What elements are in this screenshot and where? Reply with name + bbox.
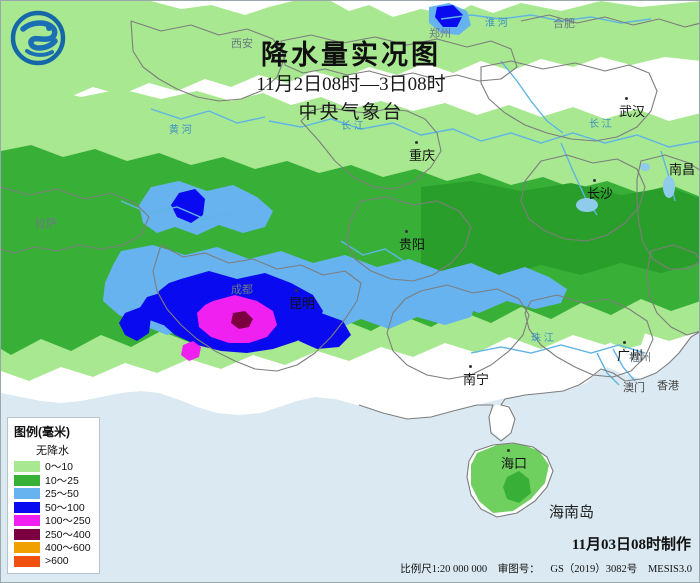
map-scale: 比例尺1:20 000 000 — [400, 564, 488, 575]
production-time: 11月03日08时制作 — [571, 537, 691, 553]
legend-swatch-10-25 — [14, 474, 40, 486]
legend-swatch-0-10 — [14, 461, 40, 473]
legend-title: 图例(毫米) — [14, 425, 70, 439]
legend-item: >600 — [14, 555, 94, 569]
legend-swatch-250-400 — [14, 528, 40, 540]
city-dot-changsha — [593, 179, 596, 182]
legend-item: 0～10 — [14, 460, 94, 474]
legend-label-25-50: 25～50 — [45, 488, 79, 501]
approval-label: 审图号： — [497, 564, 540, 575]
legend-item: 100～250 — [14, 514, 94, 528]
legend-label-gt600: >600 — [45, 555, 69, 568]
legend-panel: 图例(毫米) 无降水 0～10 10～25 25～50 50～100 100～2… — [7, 417, 100, 574]
approval-number: GS（2019）3082号 — [550, 564, 638, 575]
legend-label-400-600: 400～600 — [45, 542, 91, 555]
legend-label-50-100: 50～100 — [45, 501, 85, 514]
legend-item: 10～25 — [14, 474, 94, 488]
legend-label-250-400: 250～400 — [45, 528, 91, 541]
city-dot-nanning — [469, 365, 472, 368]
city-dot-chongqing — [415, 141, 418, 144]
legend-label-10-25: 10～25 — [45, 474, 79, 487]
legend-label-0-10: 0～10 — [45, 461, 74, 474]
city-dot-guiyang — [405, 230, 408, 233]
legend-swatch-100-250 — [14, 515, 40, 527]
legend-item: 25～50 — [14, 487, 94, 501]
legend-no-precipitation-label: 无降水 — [36, 445, 69, 457]
legend-item: 50～100 — [14, 501, 94, 515]
legend-swatch-gt600 — [14, 555, 40, 567]
city-dot-haikou — [507, 449, 510, 452]
legend-swatch-25-50 — [14, 488, 40, 500]
footer-metadata: 比例尺1:20 000 000 审图号： GS（2019）3082号 MESIS… — [400, 561, 692, 576]
city-dot-kunming — [295, 289, 298, 292]
system-version: MESIS3.0 — [647, 564, 692, 575]
legend-swatch-400-600 — [14, 542, 40, 554]
city-dot-guangzhou — [623, 341, 626, 344]
cma-logo-icon — [7, 7, 69, 69]
legend-swatch-50-100 — [14, 501, 40, 513]
legend-item: 250～400 — [14, 528, 94, 542]
legend-item: 400～600 — [14, 541, 94, 555]
legend-label-100-250: 100～250 — [45, 515, 91, 528]
city-dot-wuhan — [625, 97, 628, 100]
